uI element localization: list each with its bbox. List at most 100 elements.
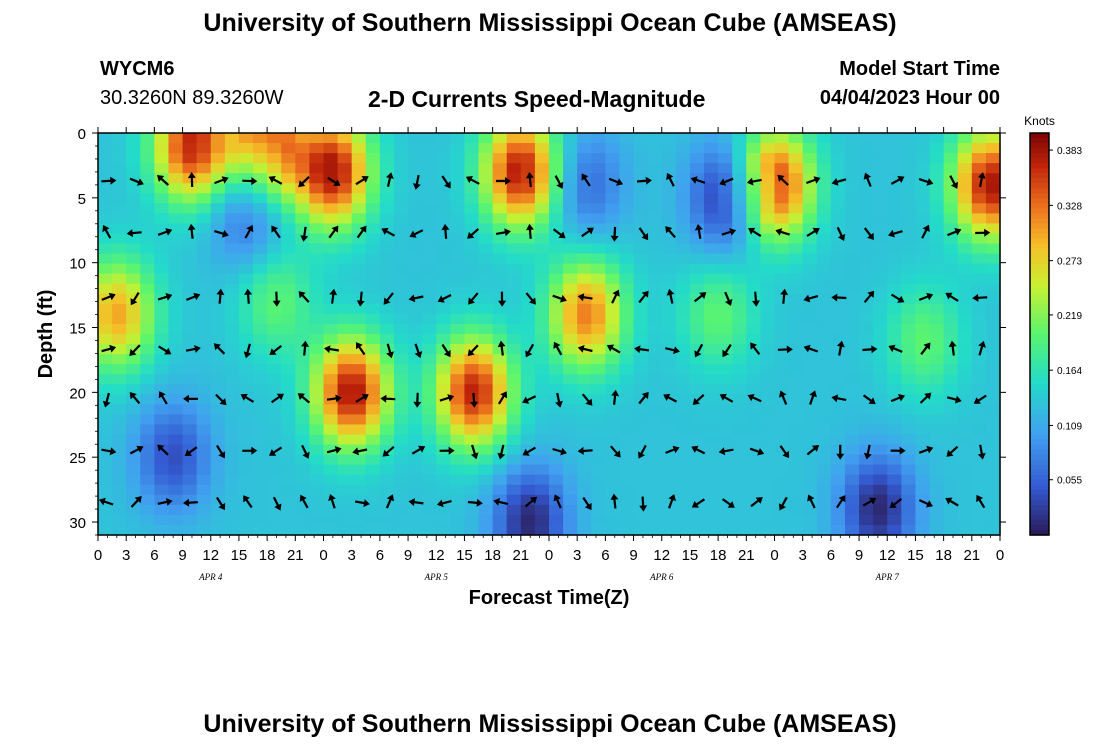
heatmap-cell [788, 183, 804, 194]
current-arrow [441, 223, 450, 239]
colorbar-swatch [1030, 394, 1049, 400]
heatmap-cell [365, 323, 381, 335]
colorbar-swatch [1030, 369, 1049, 375]
heatmap-cell [901, 223, 917, 235]
heatmap-cell [816, 153, 832, 164]
heatmap-cell [929, 313, 945, 325]
heatmap-cell [957, 253, 973, 265]
heatmap-cell [253, 203, 268, 214]
heatmap-cell [887, 524, 902, 536]
heatmap-cell [873, 494, 888, 506]
heatmap-cell [140, 424, 155, 436]
current-arrow [98, 497, 114, 506]
heatmap-cell [985, 273, 1001, 285]
heatmap-cell [732, 273, 747, 285]
arrow-head [863, 452, 872, 460]
heatmap-cell [450, 153, 466, 164]
heatmap-cell [661, 143, 677, 154]
heatmap-cell [633, 233, 649, 245]
heatmap-cell [253, 223, 268, 235]
heatmap-cell [267, 273, 282, 285]
current-arrow [975, 228, 991, 237]
arrow-head [165, 498, 173, 506]
heatmap-cell [915, 213, 931, 225]
heatmap-cell [464, 484, 480, 496]
heatmap-cell [337, 133, 353, 144]
heatmap-cell [887, 484, 902, 496]
heatmap-cell [478, 344, 494, 355]
heatmap-cell [802, 183, 818, 194]
arrow-head [577, 446, 584, 455]
heatmap-cell [182, 374, 198, 385]
day-label: APR 6 [649, 572, 674, 582]
heatmap-cell [182, 354, 198, 365]
heatmap-cell [985, 203, 1001, 214]
heatmap-cell [126, 173, 141, 184]
colorbar-tick-label: 0.328 [1057, 201, 1082, 212]
arrow-head [719, 178, 727, 186]
heatmap-cell [816, 494, 832, 506]
heatmap-cell [323, 303, 339, 315]
heatmap-cell [281, 454, 296, 466]
heatmap-cell [802, 283, 818, 295]
heatmap-cell [309, 143, 325, 154]
heatmap-cell [253, 323, 268, 335]
heatmap-cell [323, 374, 339, 385]
heatmap-cell [464, 243, 480, 255]
heatmap-cell [718, 273, 733, 285]
heatmap-cell [210, 133, 226, 144]
heatmap-cell [591, 213, 606, 225]
heatmap-cell [873, 203, 888, 214]
heatmap-cell [337, 243, 353, 255]
heatmap-cell [253, 444, 268, 456]
heatmap-cell [379, 283, 395, 295]
heatmap-cell [732, 484, 747, 496]
heatmap-cell [577, 374, 592, 385]
heatmap-cell [549, 434, 564, 446]
heatmap-cell [478, 283, 494, 295]
heatmap-cell [577, 334, 592, 345]
heatmap-cell [112, 344, 127, 355]
heatmap-cell [267, 484, 282, 496]
heatmap-cell [718, 253, 733, 265]
heatmap-cell [238, 233, 254, 245]
heatmap-cell [112, 173, 127, 184]
heatmap-cell [464, 424, 480, 436]
heatmap-cell [605, 163, 621, 174]
heatmap-cell [281, 344, 296, 355]
heatmap-cell [619, 293, 635, 305]
heatmap-cell [901, 414, 917, 426]
heatmap-cell [591, 163, 606, 174]
heatmap-cell [957, 323, 973, 335]
heatmap-cell [253, 484, 268, 496]
heatmap-cell [196, 273, 212, 285]
arrow-head [301, 340, 309, 347]
heatmap-cell [718, 323, 733, 335]
heatmap-cell [563, 394, 578, 405]
heatmap-cell [98, 323, 113, 335]
arrow-head [444, 181, 451, 189]
heatmap-cell [549, 404, 564, 415]
current-arrow [555, 392, 563, 408]
heatmap-cell [140, 354, 155, 365]
heatmap-cell [929, 283, 945, 295]
heatmap-cell [689, 514, 705, 526]
heatmap-cell [746, 323, 761, 335]
heatmap-cell [957, 153, 973, 164]
arrow-head [867, 290, 875, 298]
arrow-head [157, 444, 165, 452]
heatmap-cell [619, 454, 635, 466]
heatmap-cell [295, 334, 310, 345]
heatmap-cell [774, 464, 790, 476]
heatmap-cell [746, 143, 761, 154]
heatmap-cell [844, 183, 860, 194]
heatmap-cell [422, 524, 437, 536]
arrow-head [663, 393, 671, 401]
heatmap-cell [873, 424, 888, 436]
colorbar-swatch [1030, 344, 1049, 350]
heatmap-cell [788, 434, 804, 446]
arrow-head [897, 394, 905, 402]
heatmap-cell [732, 293, 747, 305]
heatmap-cell [337, 233, 353, 245]
